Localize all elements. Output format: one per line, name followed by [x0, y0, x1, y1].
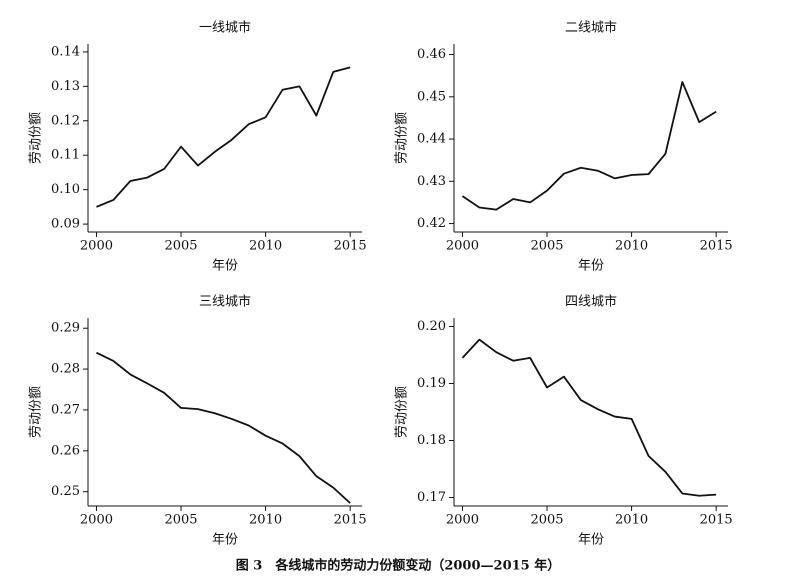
data-line: [96, 351, 351, 504]
y-tick-label: 0.12: [51, 113, 80, 128]
y-tick-label: 0.17: [417, 490, 446, 505]
x-axis-label: 年份: [212, 259, 238, 274]
y-tick-label: 0.14: [51, 44, 80, 59]
data-line: [461, 338, 717, 497]
y-tick-label: 0.11: [51, 148, 80, 163]
y-tick-label: 0.25: [51, 484, 80, 499]
x-tick-label: 2010: [249, 513, 282, 528]
y-tick-label: 0.10: [51, 182, 80, 197]
x-axis-label: 年份: [212, 533, 238, 548]
x-tick-label: 2005: [530, 239, 563, 254]
x-tick-label: 2005: [164, 239, 197, 254]
y-tick-label: 0.44: [417, 132, 446, 147]
y-tick-label: 0.43: [417, 174, 446, 189]
x-tick-label: 2010: [615, 239, 648, 254]
x-tick-label: 2015: [334, 239, 367, 254]
x-tick-label: 2010: [249, 239, 282, 254]
y-axis-label: 劳动份额: [28, 112, 44, 164]
x-tick-label: 2015: [700, 239, 733, 254]
y-tick-label: 0.26: [51, 443, 80, 458]
x-axis-label: 年份: [578, 259, 604, 274]
y-tick-label: 0.20: [417, 319, 446, 334]
x-tick-label: 2005: [530, 513, 563, 528]
y-tick-label: 0.29: [51, 321, 80, 336]
y-axis-label: 劳动份额: [394, 386, 410, 438]
y-tick-label: 0.18: [417, 433, 446, 448]
y-tick-label: 0.42: [417, 216, 446, 231]
x-tick-label: 2015: [334, 513, 367, 528]
x-tick-label: 2010: [615, 513, 648, 528]
x-tick-label: 2000: [80, 239, 113, 254]
data-line: [461, 81, 717, 211]
y-axis-label: 劳动份额: [394, 112, 410, 164]
panel-title: 三线城市: [199, 294, 251, 310]
x-tick-label: 2000: [446, 239, 479, 254]
y-axis-label: 劳动份额: [28, 386, 44, 438]
y-tick-label: 0.13: [51, 79, 80, 94]
y-tick-label: 0.46: [417, 47, 446, 62]
caption: 图 3 各线城市的劳动力份额变动（2000—2015 年）: [236, 558, 560, 574]
y-tick-label: 0.27: [51, 402, 80, 417]
panel-title: 二线城市: [565, 20, 617, 36]
x-tick-label: 2000: [446, 513, 479, 528]
x-tick-label: 2015: [700, 513, 733, 528]
x-tick-label: 2005: [164, 513, 197, 528]
data-line: [96, 66, 351, 208]
x-axis-label: 年份: [578, 533, 604, 548]
y-tick-label: 0.45: [417, 89, 446, 104]
panel-title: 四线城市: [565, 294, 617, 310]
y-tick-label: 0.09: [51, 217, 80, 232]
x-tick-label: 2000: [80, 513, 113, 528]
panel-title: 一线城市: [199, 20, 251, 36]
y-tick-label: 0.28: [51, 362, 80, 377]
y-tick-label: 0.19: [417, 376, 446, 391]
